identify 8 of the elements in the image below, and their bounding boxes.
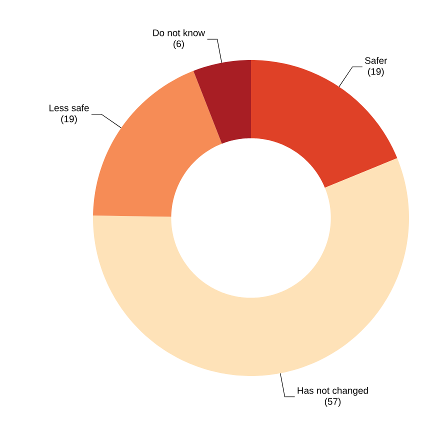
slice-label: Less safe: [50, 104, 89, 112]
data-label: (19): [368, 68, 384, 77]
slice-label: Safer: [365, 56, 388, 64]
data-label: (19): [61, 115, 77, 124]
slice-label: Do not know: [153, 29, 206, 36]
slice-label: Has not changed: [298, 386, 368, 396]
data-label: (6): [174, 40, 184, 50]
data-label: (57): [324, 398, 341, 407]
